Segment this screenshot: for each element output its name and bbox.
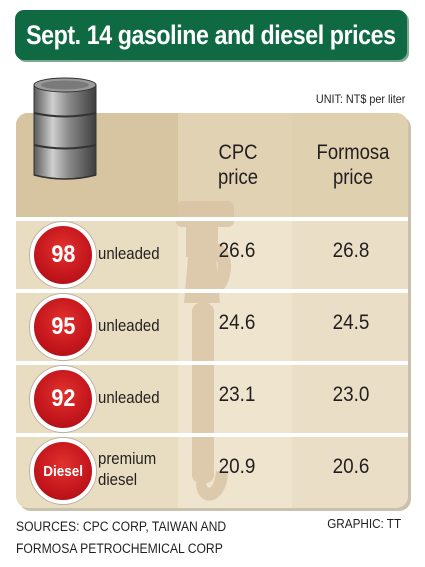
formosa-price-value: 20.6 <box>332 455 370 478</box>
badge-text: Diesel <box>43 462 83 480</box>
unit-label: UNIT: NT$ per liter <box>315 92 405 106</box>
formosa-price-value: 23.0 <box>332 383 370 406</box>
badge-text: 92 <box>50 385 76 412</box>
fuel-label: unleaded <box>98 244 160 263</box>
formosa-price-value: 24.5 <box>332 311 370 334</box>
badge-text: 98 <box>50 241 76 268</box>
formosa-price-value: 26.8 <box>332 239 370 262</box>
row-divider <box>16 217 408 221</box>
fuel-badge-98: 98 <box>30 222 96 288</box>
fuel-badge-92: 92 <box>30 366 96 432</box>
cpc-price-value: 26.6 <box>218 239 256 262</box>
cpc-price-header: CPC price <box>217 141 259 189</box>
title-banner: Sept. 14 gasoline and diesel prices <box>15 10 407 60</box>
table-row: 98 unleaded 26.6 26.8 <box>16 219 408 288</box>
badge-text: 95 <box>50 313 76 340</box>
row-divider <box>16 361 408 365</box>
sources-note: SOURCES: CPC CORP, TAIWAN AND FORMOSA PE… <box>16 519 227 556</box>
fuel-badge-diesel: Diesel <box>30 438 96 504</box>
table-row: Diesel premium diesel 20.9 20.6 <box>16 435 408 504</box>
fuel-label: premium diesel <box>98 449 157 489</box>
cpc-price-value: 20.9 <box>218 455 256 478</box>
cpc-price-value: 24.6 <box>218 311 256 334</box>
fuel-label: unleaded <box>98 316 160 335</box>
cpc-price-value: 23.1 <box>218 383 256 406</box>
graphic-credit: GRAPHIC: TT <box>327 516 401 531</box>
row-divider <box>16 289 408 293</box>
table-row: 95 unleaded 24.6 24.5 <box>16 291 408 360</box>
fuel-label: unleaded <box>98 388 160 407</box>
oil-barrel-icon <box>33 77 97 180</box>
chart-title: Sept. 14 gasoline and diesel prices <box>26 19 396 50</box>
formosa-price-header: Formosa price <box>316 141 390 189</box>
row-divider <box>16 433 408 437</box>
fuel-badge-95: 95 <box>30 294 96 360</box>
table-row: 92 unleaded 23.1 23.0 <box>16 363 408 432</box>
